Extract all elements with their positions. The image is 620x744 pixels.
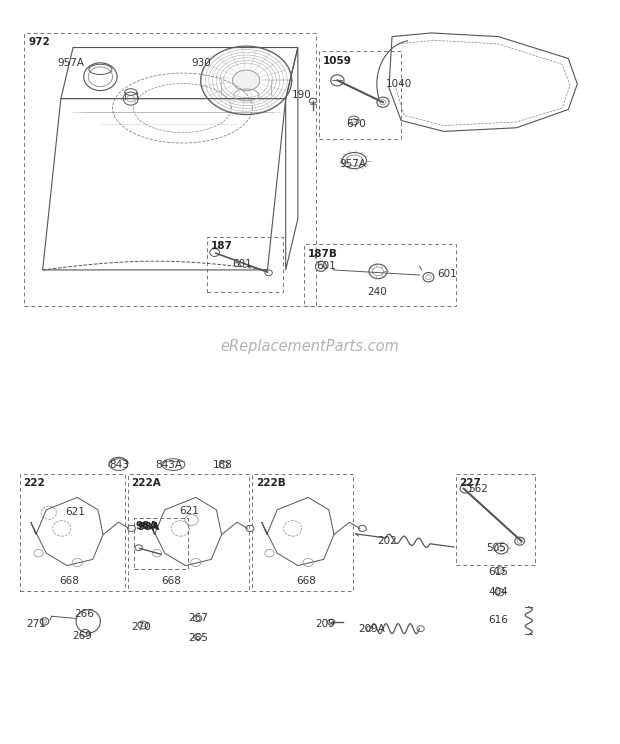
Text: eReplacementParts.com: eReplacementParts.com: [221, 339, 399, 354]
Text: 1040: 1040: [386, 79, 412, 89]
Text: 98A: 98A: [136, 522, 158, 531]
Text: 668: 668: [296, 577, 316, 586]
Text: 188: 188: [213, 460, 232, 469]
Bar: [134, 518, 188, 569]
Text: 266: 266: [74, 609, 94, 619]
Text: 222A: 222A: [131, 478, 161, 489]
Text: 227: 227: [459, 478, 481, 489]
Text: 209A: 209A: [358, 623, 386, 634]
Text: 668: 668: [60, 577, 79, 586]
Text: 843: 843: [110, 460, 130, 469]
Text: 270: 270: [131, 622, 151, 632]
Text: 670: 670: [347, 119, 366, 129]
Text: 222: 222: [23, 478, 45, 489]
Text: 621: 621: [179, 505, 199, 516]
Text: 505: 505: [486, 543, 506, 554]
Text: 98A: 98A: [138, 522, 160, 532]
Text: 601: 601: [316, 261, 336, 272]
Text: 957A: 957A: [58, 58, 85, 68]
Text: 265: 265: [188, 633, 208, 643]
Text: 209: 209: [315, 618, 335, 629]
Text: 202: 202: [377, 536, 397, 546]
Ellipse shape: [232, 70, 260, 91]
Text: 187B: 187B: [308, 248, 337, 259]
Text: 190: 190: [292, 90, 312, 100]
Text: 222B: 222B: [256, 478, 286, 489]
Text: 930: 930: [192, 58, 211, 68]
Text: 601: 601: [232, 259, 252, 269]
Text: 271: 271: [26, 618, 46, 629]
Text: 601: 601: [438, 269, 458, 278]
Text: 240: 240: [368, 286, 388, 297]
Text: 621: 621: [66, 507, 86, 517]
Text: 269: 269: [72, 631, 92, 641]
Text: 843A: 843A: [155, 460, 182, 469]
Text: 1059: 1059: [323, 56, 352, 65]
Text: 616: 616: [488, 615, 508, 625]
Text: 187: 187: [210, 242, 232, 251]
Text: 957A: 957A: [339, 159, 366, 169]
Text: 267: 267: [188, 614, 208, 623]
Text: 615: 615: [488, 567, 508, 577]
Text: 972: 972: [28, 37, 50, 48]
Text: 668: 668: [161, 577, 181, 586]
Text: 562: 562: [468, 484, 488, 494]
Text: 404: 404: [488, 587, 508, 597]
